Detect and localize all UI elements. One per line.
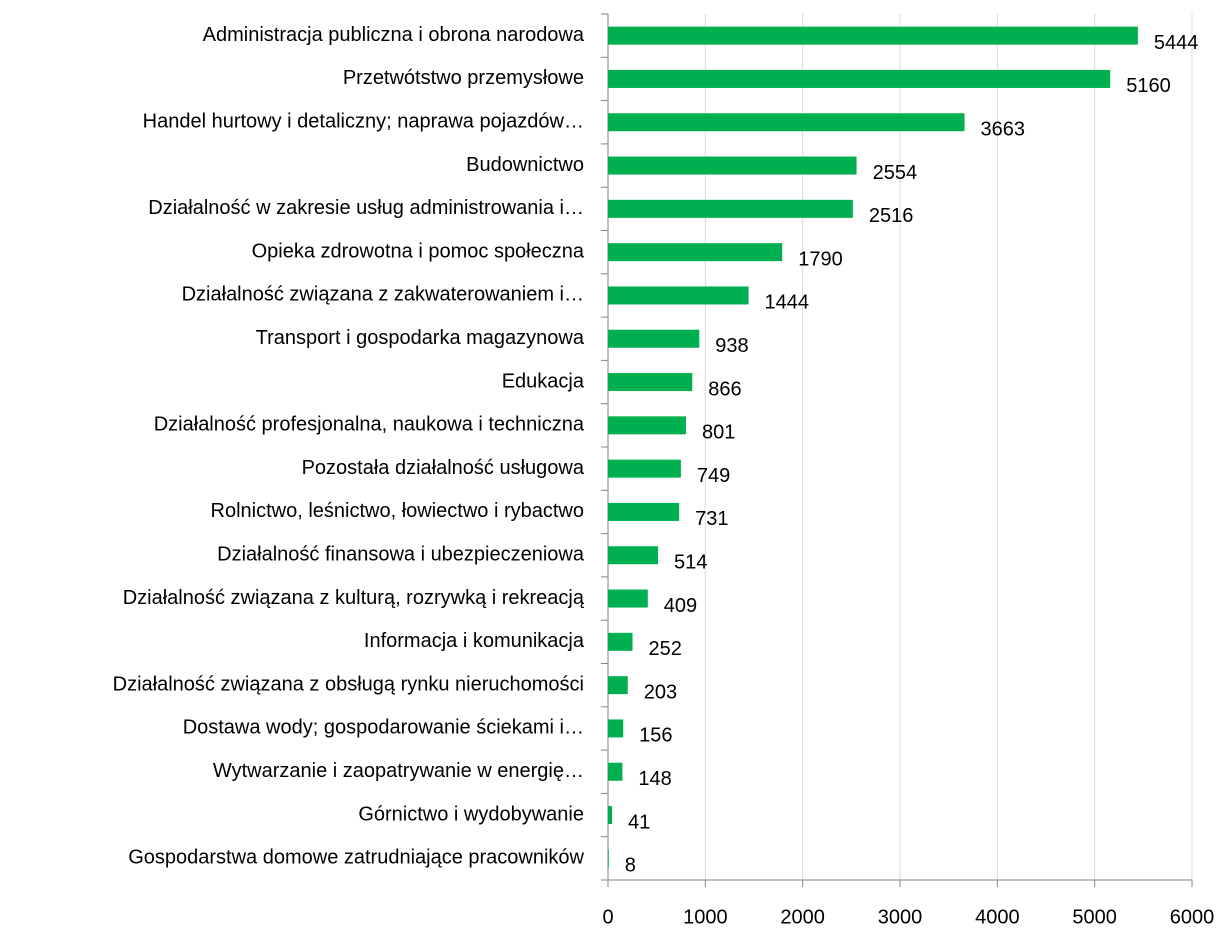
bar [608, 286, 749, 305]
bar [608, 719, 624, 738]
y-tick-label: Dostawa wody; gospodarowanie ściekami i… [183, 717, 584, 739]
y-tick-label: Budownictwo [466, 154, 584, 176]
value-label: 801 [702, 422, 735, 444]
y-tick-label: Górnictwo i wydobywanie [358, 803, 584, 825]
x-tick-label: 0 [602, 906, 613, 928]
bar [608, 26, 1138, 45]
bar [608, 416, 686, 435]
y-tick-label: Działalność związana z obsługą rynku nie… [113, 673, 584, 695]
bar [608, 546, 659, 565]
y-tick-label: Opieka zdrowotna i pomoc społeczna [252, 240, 585, 262]
bar [608, 69, 1111, 88]
bar [608, 632, 633, 651]
x-tick-label: 3000 [878, 906, 923, 928]
value-label: 5444 [1154, 32, 1199, 54]
value-label: 731 [695, 508, 728, 530]
x-tick-label: 1000 [683, 906, 728, 928]
value-label: 3663 [981, 119, 1026, 141]
value-label: 749 [697, 465, 730, 487]
value-label: 252 [649, 638, 682, 660]
x-tick-label: 5000 [1072, 906, 1117, 928]
value-label: 866 [708, 378, 741, 400]
y-tick-label: Działalność związana z zakwaterowaniem i… [182, 284, 584, 306]
bar [608, 199, 853, 218]
x-tick-label: 2000 [780, 906, 825, 928]
bar [608, 373, 693, 392]
y-tick-label: Informacja i komunikacja [364, 630, 585, 652]
value-label: 938 [715, 335, 748, 357]
bar [608, 459, 681, 478]
y-tick-label: Administracja publiczna i obrona narodow… [203, 24, 585, 46]
bar [608, 676, 628, 695]
value-label: 409 [664, 595, 697, 617]
bar [608, 243, 783, 262]
y-tick-label: Działalność profesjonalna, naukowa i tec… [154, 414, 585, 436]
value-label: 514 [674, 552, 707, 574]
x-tick-label: 6000 [1170, 906, 1215, 928]
x-tick-label: 4000 [975, 906, 1020, 928]
bar [608, 589, 648, 608]
y-tick-label: Działalność w zakresie usług administrow… [148, 197, 584, 219]
value-label: 156 [639, 725, 672, 747]
bar [608, 806, 612, 825]
bar [608, 329, 700, 348]
bar [608, 849, 609, 868]
value-label: 2516 [869, 205, 914, 227]
value-label: 148 [638, 768, 671, 790]
y-tick-label: Rolnictwo, leśnictwo, łowiectwo i rybact… [211, 500, 584, 522]
value-label: 5160 [1126, 75, 1171, 97]
value-label: 41 [628, 811, 650, 833]
y-tick-label: Transport i gospodarka magazynowa [256, 327, 585, 349]
value-label: 8 [625, 855, 636, 877]
y-tick-label: Handel hurtowy i detaliczny; naprawa poj… [143, 111, 584, 133]
value-label: 1790 [798, 248, 843, 270]
value-label: 1444 [765, 292, 810, 314]
bar [608, 113, 965, 132]
value-label: 203 [644, 681, 677, 703]
y-tick-label: Gospodarstwa domowe zatrudniające pracow… [128, 847, 584, 869]
bar [608, 156, 857, 175]
y-tick-label: Działalność związana z kulturą, rozrywką… [123, 587, 585, 609]
y-tick-label: Przetwótstwo przemysłowe [343, 67, 584, 89]
y-tick-label: Działalność finansowa i ubezpieczeniowa [217, 544, 585, 566]
y-tick-label: Pozostała działalność usługowa [302, 457, 585, 479]
y-tick-label: Edukacja [502, 370, 585, 392]
bar [608, 502, 680, 521]
value-label: 2554 [873, 162, 918, 184]
bar [608, 762, 623, 781]
y-tick-label: Wytwarzanie i zaopatrywanie w energię… [213, 760, 584, 782]
